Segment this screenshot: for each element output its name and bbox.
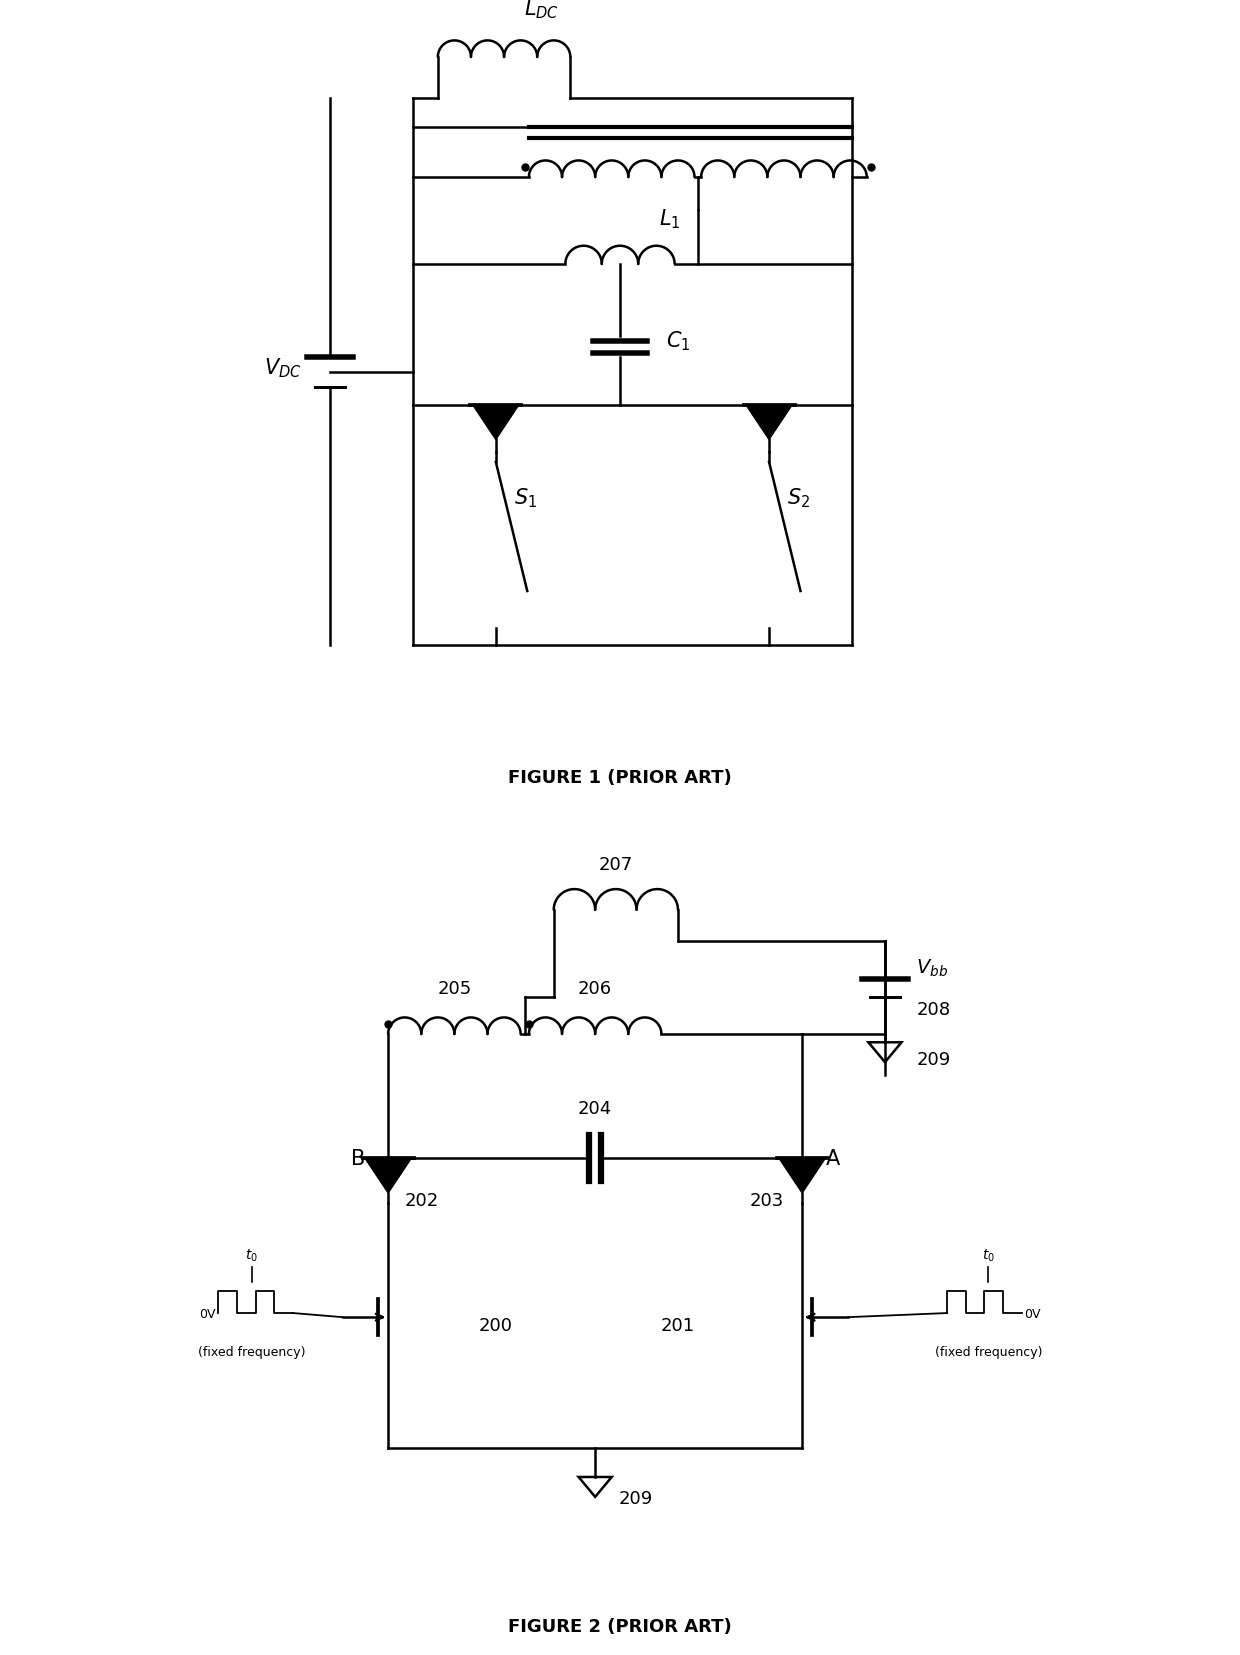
Polygon shape	[868, 1043, 901, 1063]
Text: 209: 209	[916, 1051, 951, 1067]
Text: FIGURE 2 (PRIOR ART): FIGURE 2 (PRIOR ART)	[508, 1617, 732, 1635]
Polygon shape	[745, 405, 792, 440]
Text: $t_0$: $t_0$	[982, 1248, 994, 1263]
Text: (fixed frequency): (fixed frequency)	[198, 1346, 305, 1359]
Text: (fixed frequency): (fixed frequency)	[935, 1346, 1042, 1359]
Text: $S_1$: $S_1$	[515, 487, 537, 510]
Text: 200: 200	[479, 1317, 513, 1334]
Text: $L_{DC}$: $L_{DC}$	[523, 0, 559, 22]
Text: 208: 208	[916, 1001, 951, 1018]
Text: $V_{DC}$: $V_{DC}$	[264, 356, 301, 381]
Text: 201: 201	[661, 1317, 696, 1334]
Text: $V_{bb}$: $V_{bb}$	[916, 958, 949, 978]
Polygon shape	[365, 1158, 412, 1193]
Text: 203: 203	[750, 1192, 784, 1208]
Polygon shape	[472, 405, 520, 440]
Text: $S_2$: $S_2$	[787, 487, 811, 510]
Text: FIGURE 1 (PRIOR ART): FIGURE 1 (PRIOR ART)	[508, 770, 732, 786]
Text: B: B	[351, 1149, 365, 1168]
Text: $C_1$: $C_1$	[666, 329, 689, 353]
Polygon shape	[779, 1158, 826, 1193]
Text: $L_1$: $L_1$	[658, 207, 681, 232]
Text: 205: 205	[438, 980, 471, 998]
Text: A: A	[826, 1149, 839, 1168]
Text: 206: 206	[578, 980, 613, 998]
Text: 204: 204	[578, 1099, 613, 1117]
Text: 0V: 0V	[200, 1307, 216, 1319]
Text: 207: 207	[599, 856, 632, 874]
Polygon shape	[579, 1476, 611, 1496]
Text: 209: 209	[619, 1490, 652, 1506]
Text: 0V: 0V	[1024, 1307, 1040, 1319]
Text: $t_0$: $t_0$	[246, 1248, 258, 1263]
Text: 202: 202	[404, 1192, 439, 1208]
